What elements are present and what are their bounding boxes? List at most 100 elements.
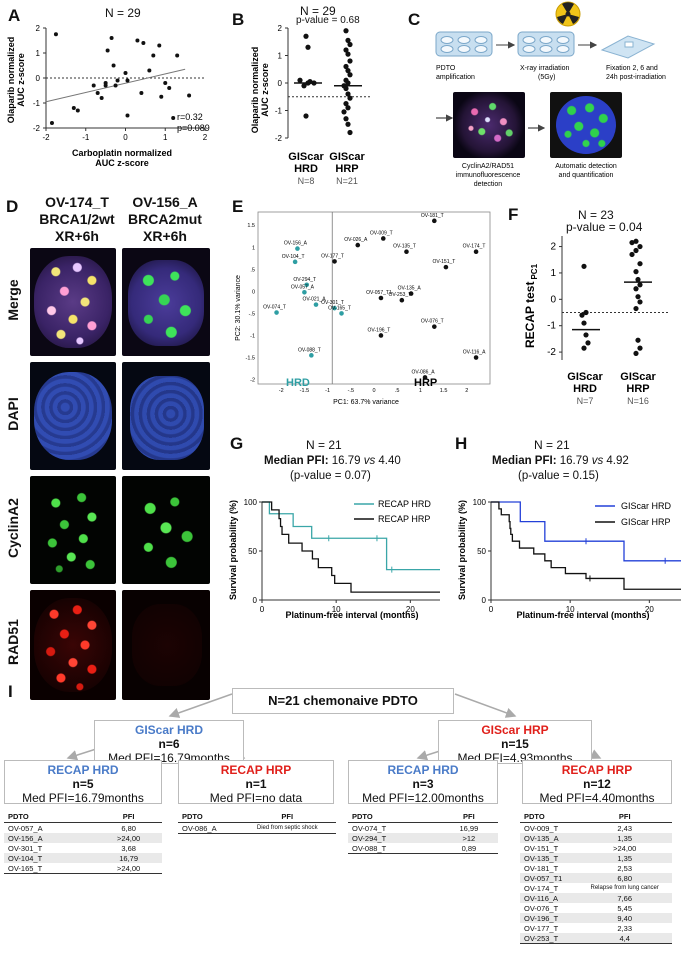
panel-f-letter: F	[508, 205, 519, 224]
a-point	[151, 53, 156, 58]
pdto-cell: OV-116_A	[520, 893, 578, 903]
panel-g-legend-1: RECAP HRD	[378, 499, 431, 509]
pfi-cell: 2,33	[617, 923, 632, 933]
panel-b-g2-line1: GIScar	[329, 151, 365, 163]
b-g2-point	[343, 63, 349, 70]
e-hrd-point	[302, 289, 307, 295]
step4-line1: CyclinA2/RAD51	[462, 163, 514, 170]
e-xtick-label: 2	[465, 388, 468, 394]
panel-g-median-v2: 4.40	[375, 455, 401, 467]
rad51-image-col2	[122, 590, 210, 700]
panel-e-pca: 1.51.50-.5-1-1.5-2-2 -1.5 -1 -.5 0.5 1 1.5 2OV-…	[235, 211, 491, 406]
f-g2-point	[635, 276, 641, 283]
pfi-cell: >12	[439, 833, 498, 843]
a-xtick-label: -2	[42, 133, 50, 142]
table-row: OV-253_T 4,4	[520, 933, 672, 944]
table-row: OV-177_T 2,33	[520, 923, 672, 933]
col-pfi-header: PFI	[238, 810, 336, 823]
e-ytick-label: 1.5	[247, 223, 255, 229]
pfi-table-4: PDTO PFI OV-009_T 2,43 OV-135_A 1,35 OV-151_T >…	[520, 810, 672, 944]
b-g2-point	[345, 80, 351, 86]
a-point	[111, 63, 116, 68]
f-g2-point	[635, 337, 641, 343]
f-g2-point	[637, 282, 643, 288]
e-hrp-point	[473, 249, 479, 254]
panel-g-xlabel: Platinum-free interval (months)	[285, 610, 418, 620]
e-hrp-point-label: OV-151_T	[433, 259, 456, 265]
table-row: OV-104_T 16,79	[4, 853, 162, 863]
row-label-dapi-wrap: DAPI	[0, 362, 26, 472]
e-xtick-label: 0	[372, 388, 375, 394]
b-g2-point	[347, 58, 353, 64]
table-row: OV-151_T >24,00	[520, 843, 672, 853]
e-hrp-point-label: OV-135_A	[398, 286, 422, 292]
b2-title: RECAP HRP	[220, 763, 292, 777]
pdto-cell: OV-196_T	[520, 913, 578, 923]
e-hrd-point-label: OV-104_T	[282, 254, 305, 260]
pdto-cell: OV-156_A	[4, 833, 96, 843]
pdto-cell: OV-076_T	[524, 903, 559, 913]
e-hrp-point	[355, 242, 361, 248]
panel-a-xlabel-2: AUC z-score	[95, 158, 149, 168]
f-ytick-label: -1	[547, 321, 556, 332]
a-point	[113, 83, 118, 88]
col-pdto-header: PDTO	[4, 810, 96, 823]
pdto-cell: OV-057_A	[8, 823, 43, 833]
panel-g-ylabel: Survival probability (%)	[228, 500, 238, 600]
panel-b-ylabel-2: AUC z-score	[260, 63, 270, 117]
e-ytick-label: -.5	[249, 311, 255, 317]
panel-e-hrp-label: HRP	[414, 377, 437, 389]
recap-box-1: RECAP HRD n=5 Med PFI=16.79months	[4, 760, 162, 805]
b-g1-point	[305, 44, 311, 50]
a-xtick-label: 1	[163, 133, 168, 142]
b3-med: Med PFI=12.00months	[362, 791, 484, 805]
panel-b-dotplot: 210-1-2 Olaparib normalized AUC z-score …	[250, 24, 370, 186]
panel-f-ylabel: RECAP test PC1	[523, 263, 539, 348]
f-g2-point	[633, 238, 639, 244]
table-row: OV-057_T1 6,80	[520, 873, 672, 883]
h-series-1	[491, 501, 681, 562]
f-ytick-label: 1	[550, 268, 556, 279]
col2-line2: BRCA2mut	[128, 211, 202, 227]
b-ytick-label: 0	[278, 79, 283, 88]
b-g2-point	[347, 129, 353, 136]
a-point	[139, 91, 144, 95]
panel-h-legend-2: GIScar HRP	[621, 517, 671, 527]
gis-hrd-title: GIScar HRD	[134, 723, 204, 737]
table-header: PDTO PFI	[520, 810, 672, 823]
table-row: OV-135_A 1,35	[520, 833, 672, 843]
pfi-cell: 7,66	[577, 893, 672, 903]
panel-g-letter: G	[230, 434, 244, 453]
e-ytick-label: -2	[250, 378, 255, 384]
pdto-cell: OV-074_T	[352, 823, 387, 833]
culture-plate-1	[435, 31, 493, 57]
panel-d-letter: D	[6, 197, 19, 216]
radiation-icon	[555, 1, 581, 27]
e-hrp-point-label: OV-086_A	[412, 369, 436, 375]
b2-n: n=1	[245, 777, 267, 791]
b3-title: RECAP HRD	[387, 763, 459, 777]
b-ytick-label: 1	[278, 52, 283, 61]
panel-a-letter: A	[8, 6, 21, 25]
panel-f-n: N = 23	[578, 208, 614, 222]
a-point	[53, 32, 58, 37]
gis-hrd-n: n=6	[158, 737, 180, 751]
b-g2-point	[347, 41, 353, 48]
f-g1-point	[581, 320, 587, 326]
f-g1-point	[581, 263, 587, 269]
a-point	[159, 94, 164, 99]
e-hrd-point	[339, 311, 344, 316]
e-hrd-point	[292, 259, 298, 265]
e-hrp-point-label: OV-116_A	[463, 350, 486, 356]
panel-f-ylabel-main: RECAP test	[523, 282, 537, 348]
pdto-cell: OV-135_A	[520, 833, 578, 843]
step3-line2: 24h post-irradiation	[606, 74, 666, 81]
f-g2-point	[637, 345, 643, 351]
b4-title: RECAP HRP	[561, 763, 633, 777]
culture-plate-2	[517, 31, 575, 57]
a-ytick-label: 1	[36, 49, 41, 58]
e-ytick-label: 0	[252, 289, 255, 295]
table-row: OV-088_T 0,89	[348, 843, 498, 854]
b-g2-point	[345, 37, 351, 43]
step3-line1: Fixation 2, 6 and	[606, 65, 658, 72]
